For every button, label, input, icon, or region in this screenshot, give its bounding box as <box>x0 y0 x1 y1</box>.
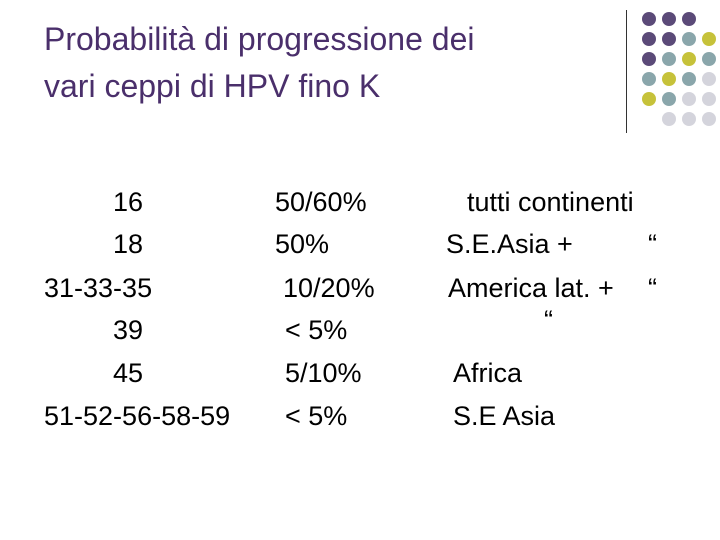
slide-title-line-1: Probabilità di progressione dei <box>44 21 475 57</box>
decorative-dot <box>642 92 656 106</box>
ditto-mark: “ <box>648 273 657 303</box>
decorative-dot <box>662 92 676 106</box>
decorative-dot <box>662 32 676 46</box>
geographic-region: S.E.Asia + <box>446 229 573 259</box>
hpv-type: 39 <box>113 315 144 345</box>
hpv-type: 45 <box>113 358 144 388</box>
decorative-dot <box>682 32 696 46</box>
decorative-dot <box>662 52 676 66</box>
progression-probability: 50/60% <box>275 187 367 217</box>
progression-probability: < 5% <box>285 315 348 345</box>
slide-title: Probabilità di progressione dei vari cep… <box>44 16 614 110</box>
decorative-dot <box>702 32 716 46</box>
geographic-region: America lat. + <box>448 273 614 303</box>
geographic-region: tutti continenti <box>467 187 634 217</box>
decorative-dot <box>642 52 656 66</box>
decorative-dot-grid <box>640 10 720 130</box>
progression-probability: 5/10% <box>285 358 362 388</box>
decorative-dot <box>682 72 696 86</box>
decorative-dot <box>702 72 716 86</box>
decorative-dot <box>642 72 656 86</box>
progression-probability: 10/20% <box>283 273 375 303</box>
decorative-dot <box>642 32 656 46</box>
hpv-type: 51-52-56-58-59 <box>44 401 231 431</box>
hpv-type: 16 <box>113 187 144 217</box>
progression-probability: 50% <box>275 229 330 259</box>
decorative-dot <box>662 72 676 86</box>
decorative-dot <box>682 52 696 66</box>
decorative-dot <box>662 12 676 26</box>
decorative-dot <box>682 12 696 26</box>
decorative-dot <box>702 92 716 106</box>
hpv-type: 31-33-35 <box>44 273 153 303</box>
ditto-mark: “ <box>544 305 553 335</box>
ditto-mark: “ <box>648 229 657 259</box>
title-divider <box>626 10 627 133</box>
decorative-dot <box>702 52 716 66</box>
decorative-dot <box>682 92 696 106</box>
geographic-region: Africa <box>453 358 523 388</box>
hpv-type: 18 <box>113 229 144 259</box>
slide-title-line-2: vari ceppi di HPV fino K <box>44 68 381 104</box>
progression-probability: < 5% <box>285 401 348 431</box>
decorative-dot <box>662 112 676 126</box>
decorative-dot <box>642 12 656 26</box>
geographic-region: S.E Asia <box>453 401 556 431</box>
decorative-dot <box>702 112 716 126</box>
decorative-dot <box>682 112 696 126</box>
